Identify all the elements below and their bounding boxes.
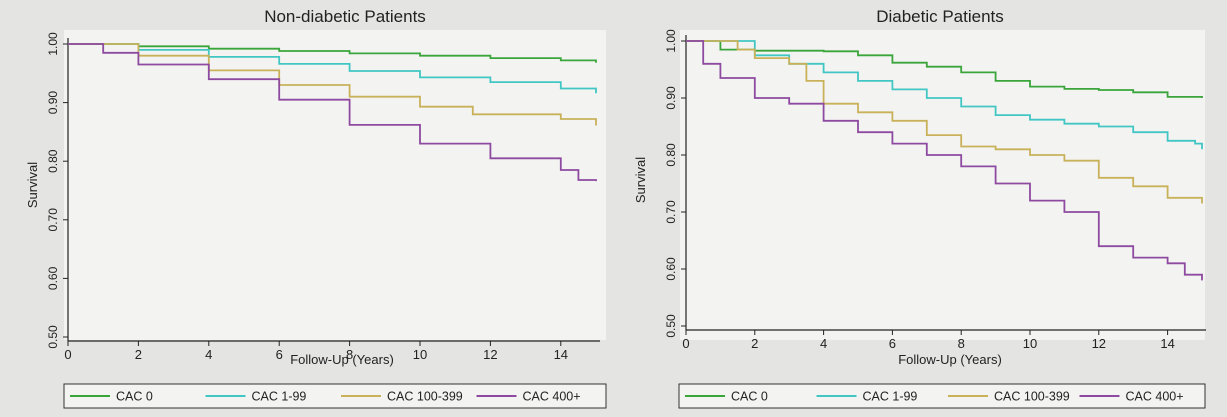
chart-panel-diabetic: Diabetic Patients Follow-Up (Years) Surv… [633,7,1206,409]
x-tick-label: 10 [413,347,427,362]
series-line-cac-0 [68,43,597,63]
legend-label-cac-0: CAC 0 [731,390,768,404]
series-line-cac-1-99 [68,43,597,94]
x-tick-label: 14 [554,347,568,362]
chart-panel-non-diabetic: Non-diabetic Patients Follow-Up (Years) … [25,7,607,409]
legend-label-cac-1-99: CAC 1-99 [863,390,918,404]
x-tick-label: 8 [346,347,353,362]
plot-area [680,30,1205,340]
x-axis-label: Follow-Up (Years) [290,352,394,367]
series-group [686,40,1203,281]
legend-label-cac-100-399: CAC 100-399 [994,390,1070,404]
legend: CAC 0 CAC 1-99 CAC 100-399 CAC 400+ [678,383,1206,409]
series-line-cac-400 [686,40,1203,281]
y-tick-label: 0.70 [46,208,60,232]
series-line-cac-0 [686,40,1203,98]
legend-label-cac-0: CAC 0 [116,390,153,404]
y-tick-label: 0.80 [46,149,60,173]
y-tick-label: 1.00 [46,32,60,56]
chart-title: Non-diabetic Patients [264,7,426,26]
y-axis-label: Survival [25,162,40,208]
series-line-cac-400 [68,43,597,182]
x-tick-label: 4 [820,336,827,351]
y-tick-label: 0.90 [46,91,60,115]
x-tick-label: 0 [64,347,71,362]
axes: 0 2 4 6 8 10 12 14 0.50 0.60 0.70 0.80 0.90 1.00 [664,29,1206,351]
y-tick-label: 0.50 [664,314,678,338]
chart-title: Diabetic Patients [876,7,1004,26]
legend-label-cac-400: CAC 400+ [523,390,581,404]
y-axis-label: Survival [633,157,648,203]
x-tick-label: 12 [1092,336,1106,351]
x-tick-label: 2 [135,347,142,362]
series-line-cac-100-399 [686,40,1203,204]
y-tick-label: 0.50 [46,325,60,349]
x-axis-label: Follow-Up (Years) [898,352,1002,367]
x-tick-label: 6 [276,347,283,362]
y-tick-label: 0.60 [46,266,60,290]
series-line-cac-100-399 [68,43,597,126]
x-tick-label: 10 [1023,336,1037,351]
x-tick-label: 14 [1160,336,1174,351]
legend: CAC 0 CAC 1-99 CAC 100-399 CAC 400+ [63,383,607,409]
y-tick-label: 0.80 [664,143,678,167]
x-tick-label: 12 [483,347,497,362]
x-tick-label: 2 [751,336,758,351]
y-tick-label: 1.00 [664,29,678,53]
legend-label-cac-1-99: CAC 1-99 [252,390,307,404]
plot-area [64,30,606,340]
x-tick-label: 0 [682,336,689,351]
y-tick-label: 0.70 [664,200,678,224]
x-tick-label: 4 [205,347,212,362]
axes: 0 2 4 6 8 10 12 14 0.50 0.60 0.70 0.80 0.90 1.00 [46,32,600,362]
legend-label-cac-100-399: CAC 100-399 [387,390,463,404]
y-tick-label: 0.60 [664,257,678,281]
x-tick-label: 6 [889,336,896,351]
y-tick-label: 0.90 [664,86,678,110]
series-group [68,43,597,182]
x-tick-label: 8 [958,336,965,351]
legend-label-cac-400: CAC 400+ [1126,390,1184,404]
